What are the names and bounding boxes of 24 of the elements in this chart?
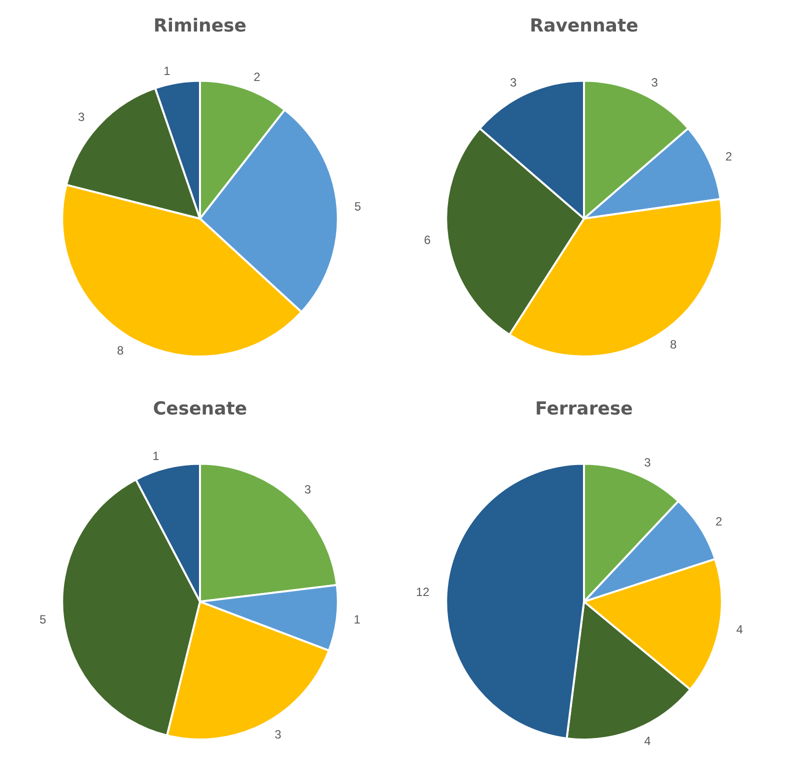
chart-title: Ferrarese xyxy=(535,398,633,420)
data-label: 2 xyxy=(725,149,732,164)
data-label: 3 xyxy=(510,75,518,90)
data-label: 1 xyxy=(354,612,361,627)
data-label: 3 xyxy=(78,110,86,124)
data-label: 5 xyxy=(40,612,47,627)
data-label: 4 xyxy=(644,734,652,748)
data-label: 2 xyxy=(716,514,723,528)
data-label: 1 xyxy=(164,64,171,78)
data-label: 5 xyxy=(354,199,362,214)
chart-title: Ravennate xyxy=(530,16,638,36)
data-label: 3 xyxy=(274,727,282,742)
data-label: 4 xyxy=(736,622,744,637)
data-label: 3 xyxy=(304,482,312,496)
data-label: 1 xyxy=(152,449,160,464)
chart-title: Riminese xyxy=(154,16,246,36)
data-label: 12 xyxy=(416,585,430,600)
data-label: 8 xyxy=(670,338,678,352)
chart-title: Cesenate xyxy=(152,398,248,420)
data-label: 3 xyxy=(651,75,658,90)
data-label: 6 xyxy=(424,232,431,247)
data-label: 3 xyxy=(644,455,652,470)
data-label: 8 xyxy=(116,343,124,358)
data-label: 2 xyxy=(254,70,261,84)
